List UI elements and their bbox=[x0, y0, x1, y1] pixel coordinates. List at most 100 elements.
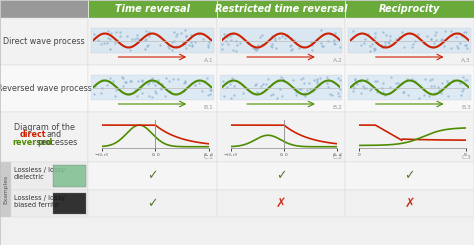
Point bbox=[267, 44, 275, 48]
Point bbox=[146, 95, 153, 98]
Point bbox=[220, 32, 228, 36]
Point bbox=[395, 37, 402, 41]
Point bbox=[414, 32, 421, 36]
Bar bbox=[88, 189, 217, 217]
Point bbox=[315, 83, 323, 87]
Point bbox=[331, 42, 338, 46]
Point bbox=[409, 42, 416, 46]
Point bbox=[187, 33, 194, 37]
Point bbox=[204, 43, 211, 47]
Point bbox=[169, 77, 177, 81]
Point bbox=[233, 43, 240, 47]
Point bbox=[99, 86, 106, 90]
Point bbox=[403, 77, 410, 81]
Point bbox=[381, 93, 389, 97]
Point bbox=[462, 79, 469, 83]
Point bbox=[278, 34, 285, 38]
Point bbox=[318, 41, 325, 45]
Point bbox=[324, 78, 332, 82]
Point bbox=[445, 81, 452, 85]
Point bbox=[122, 80, 130, 84]
Point bbox=[438, 38, 445, 42]
Point bbox=[331, 31, 339, 35]
Point bbox=[366, 44, 374, 48]
Point bbox=[431, 91, 438, 95]
Point bbox=[379, 90, 386, 94]
Point bbox=[408, 77, 416, 81]
Point bbox=[386, 34, 393, 37]
Text: A.2: A.2 bbox=[333, 58, 342, 63]
Point bbox=[308, 43, 316, 47]
Point bbox=[310, 78, 318, 82]
Point bbox=[227, 34, 234, 37]
Point bbox=[258, 33, 266, 37]
Point bbox=[409, 45, 416, 49]
Point bbox=[282, 37, 289, 40]
Text: Examples: Examples bbox=[3, 175, 8, 204]
Point bbox=[228, 96, 235, 100]
Point bbox=[335, 76, 342, 80]
Point bbox=[456, 41, 464, 45]
Point bbox=[137, 87, 144, 91]
Point bbox=[438, 37, 446, 41]
Point bbox=[255, 46, 262, 49]
Point bbox=[191, 83, 199, 87]
Point bbox=[313, 77, 321, 81]
Point bbox=[138, 78, 146, 82]
Point bbox=[182, 35, 190, 38]
Text: ✓: ✓ bbox=[276, 169, 286, 182]
Point bbox=[153, 91, 160, 95]
Point bbox=[146, 78, 154, 82]
Point bbox=[170, 38, 178, 42]
Point bbox=[203, 76, 211, 80]
Point bbox=[362, 86, 369, 90]
Point bbox=[364, 32, 372, 36]
Point bbox=[264, 77, 272, 81]
Point bbox=[100, 41, 108, 45]
Point bbox=[300, 81, 308, 85]
Point bbox=[138, 91, 146, 95]
Point bbox=[223, 85, 231, 89]
Point bbox=[349, 29, 356, 33]
Point bbox=[106, 37, 113, 41]
Text: B.2: B.2 bbox=[332, 105, 342, 110]
Point bbox=[432, 38, 440, 42]
Point bbox=[227, 82, 234, 86]
Point bbox=[387, 38, 394, 42]
Point bbox=[179, 42, 187, 46]
Point bbox=[260, 82, 267, 86]
Point bbox=[284, 34, 292, 38]
Point bbox=[288, 49, 295, 52]
Point bbox=[182, 46, 190, 50]
Point bbox=[306, 87, 313, 91]
Point bbox=[399, 90, 407, 94]
Point bbox=[423, 34, 431, 38]
Point bbox=[292, 90, 300, 94]
Bar bbox=[53, 193, 86, 214]
Point bbox=[460, 31, 467, 35]
Point bbox=[437, 91, 445, 95]
Point bbox=[360, 86, 367, 90]
Point bbox=[127, 79, 135, 83]
Point bbox=[272, 47, 280, 50]
Text: Lossless / lossy
dielectric: Lossless / lossy dielectric bbox=[14, 167, 65, 180]
Point bbox=[252, 48, 260, 52]
Point bbox=[373, 79, 381, 83]
Text: processes: processes bbox=[37, 137, 77, 147]
Point bbox=[290, 86, 298, 90]
Bar bbox=[348, 28, 471, 53]
Point bbox=[121, 80, 128, 84]
Point bbox=[288, 36, 295, 40]
Point bbox=[257, 84, 265, 88]
Point bbox=[191, 40, 199, 44]
Point bbox=[267, 36, 274, 40]
Bar bbox=[219, 75, 342, 100]
Point bbox=[172, 44, 180, 48]
Point bbox=[314, 79, 321, 83]
Text: ✗: ✗ bbox=[404, 197, 415, 210]
Point bbox=[446, 82, 453, 86]
Point bbox=[297, 77, 305, 81]
Point bbox=[251, 47, 258, 51]
Point bbox=[188, 43, 196, 47]
Point bbox=[384, 40, 392, 44]
